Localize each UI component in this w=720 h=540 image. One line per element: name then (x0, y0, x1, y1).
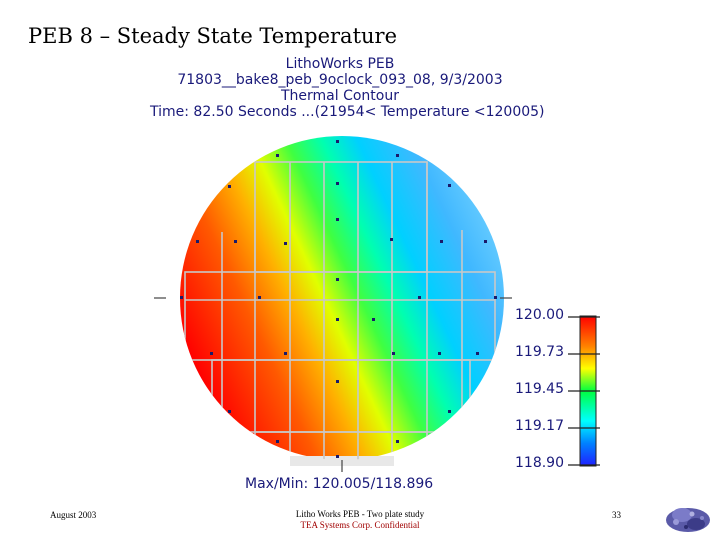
scale-label-2: 119.73 (515, 344, 564, 360)
plot-header: LithoWorks PEB 71803__bake8_peb_9oclock_… (150, 56, 545, 120)
plot-type: Thermal Contour (280, 88, 399, 104)
plot-app-name: LithoWorks PEB (285, 56, 395, 72)
wafer-disk (180, 136, 504, 460)
page-number: 33 (612, 510, 621, 520)
footer-center: Litho Works PEB - Two plate study TEA Sy… (250, 509, 470, 531)
footer-date: August 2003 (50, 510, 97, 520)
scale-label-min: 118.90 (515, 455, 564, 471)
plot-time-range: Time: 82.50 Seconds ...(21954< Temperatu… (150, 104, 545, 120)
plot-run-id: 71803__bake8_peb_9oclock_093_08, 9/3/200… (177, 72, 503, 88)
scale-label-max: 120.00 (515, 307, 564, 323)
die-grid (184, 161, 496, 460)
slide-title: PEB 8 – Steady State Temperature (28, 24, 397, 48)
footer-study-name: Litho Works PEB - Two plate study (295, 509, 425, 519)
color-scale-ticks (568, 316, 600, 466)
alignment-marks (154, 297, 512, 472)
sensor-points (180, 140, 497, 458)
max-min-readout: Max/Min: 120.005/118.896 (245, 476, 434, 492)
footer-confidential: TEA Systems Corp. Confidential (300, 520, 420, 530)
scale-label-3: 119.45 (515, 381, 564, 397)
scale-label-4: 119.17 (515, 418, 564, 434)
company-logo-icon (666, 508, 710, 532)
